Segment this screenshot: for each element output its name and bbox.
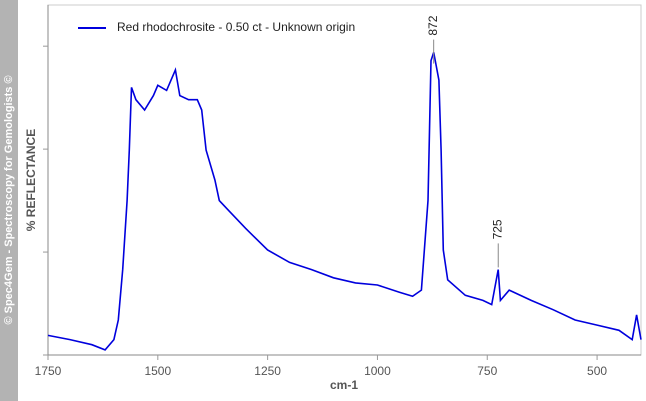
x-tick-label: 1000: [364, 364, 391, 378]
x-tick-label: 1500: [144, 364, 171, 378]
legend-label: Red rhodochrosite - 0.50 ct - Unknown or…: [117, 20, 355, 34]
x-tick-label: 500: [587, 364, 607, 378]
banner-bg: [0, 0, 18, 401]
x-tick-label: 750: [477, 364, 497, 378]
spectrum-line: [47, 52, 642, 351]
x-tick-label: 1250: [254, 364, 281, 378]
annotation: 725: [490, 219, 504, 239]
banner: © Spec4Gem - Spectroscopy for Gemologist…: [3, 75, 15, 324]
plot-frame: [47, 4, 642, 356]
y-axis-label: % REFLECTANCE: [24, 129, 38, 231]
annotation: 872: [426, 15, 440, 35]
x-tick-label: 1750: [35, 364, 62, 378]
x-axis-label: cm-1: [330, 378, 358, 392]
